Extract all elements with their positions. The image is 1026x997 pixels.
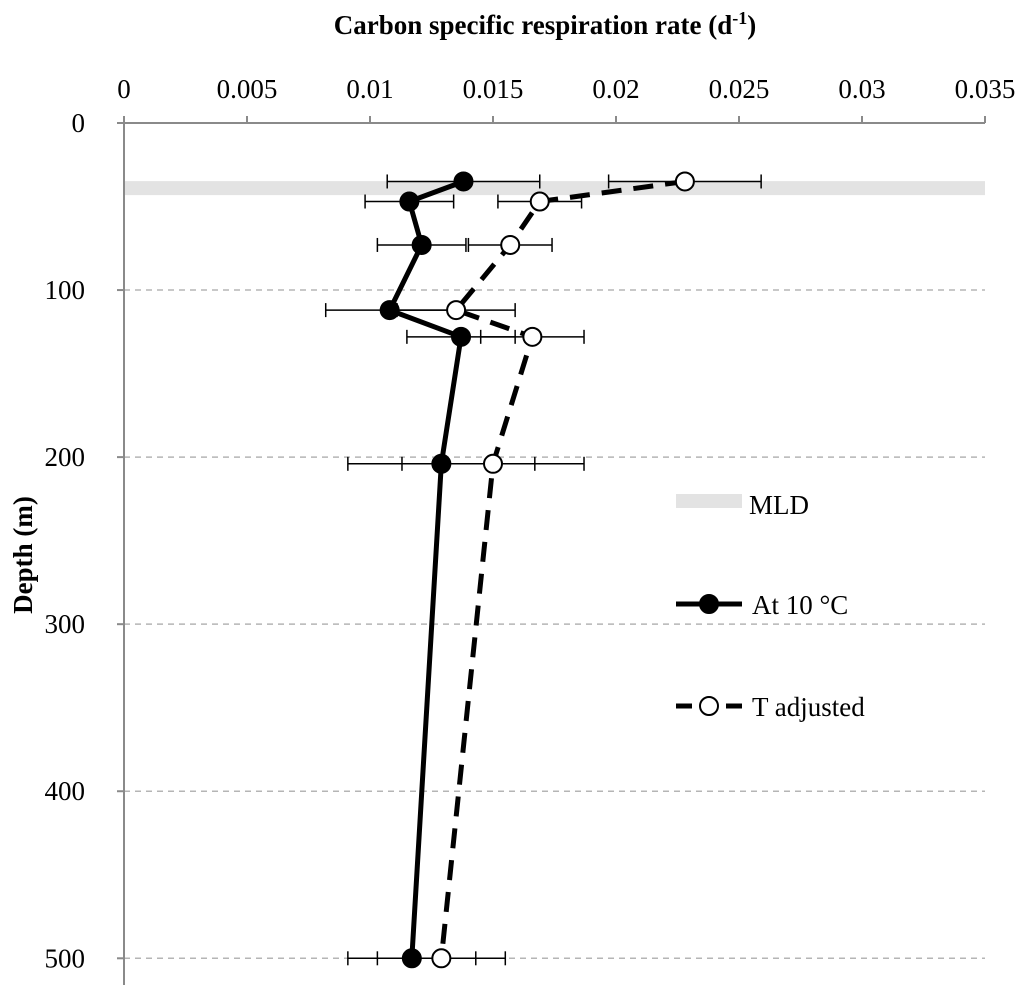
series-line (438, 178, 686, 959)
data-point (399, 191, 420, 212)
legend-label-mld: MLD (749, 490, 809, 520)
data-point (453, 171, 474, 192)
x-tick-label: 0.015 (463, 74, 524, 104)
x-tick-label: 0.02 (592, 74, 639, 104)
legend-label-1: At 10 °C (752, 590, 848, 620)
series-1 (324, 171, 541, 969)
data-point (500, 234, 521, 255)
x-tick-label: 0.03 (838, 74, 885, 104)
data-point (411, 234, 432, 255)
data-point (529, 191, 550, 212)
x-tick-label: 0 (117, 74, 131, 104)
data-point (446, 300, 467, 321)
data-point (451, 326, 472, 347)
y-axis-label: Depth (m) (8, 496, 38, 614)
chart-title-main: Carbon specific respiration rate (d (334, 10, 732, 40)
y-tick-label: 0 (72, 108, 86, 138)
series-2 (376, 171, 762, 969)
x-tick-label: 0.005 (217, 74, 278, 104)
chart-title: Carbon specific respiration rate (d-1) (334, 8, 756, 40)
data-point (674, 171, 695, 192)
chart-title-close: ) (747, 10, 756, 40)
y-tick-label: 200 (45, 442, 86, 472)
legend-swatch-mld (676, 494, 742, 508)
x-tick-label: 0.01 (346, 74, 393, 104)
data-point (522, 326, 543, 347)
legend-marker-2 (699, 696, 719, 716)
x-tick-label: 0.035 (955, 74, 1016, 104)
y-tick-label: 300 (45, 609, 86, 639)
data-point (483, 453, 503, 474)
data-point (379, 300, 400, 321)
data-point (431, 948, 452, 969)
legend-label-2: T adjusted (752, 692, 865, 722)
legend-marker-1 (699, 594, 719, 614)
y-tick-label: 100 (45, 275, 86, 305)
chart-title-superscript: -1 (732, 8, 747, 28)
y-tick-label: 500 (45, 943, 86, 973)
x-tick-label: 0.025 (709, 74, 770, 104)
y-tick-label: 400 (45, 776, 86, 806)
mld-band (124, 181, 985, 196)
